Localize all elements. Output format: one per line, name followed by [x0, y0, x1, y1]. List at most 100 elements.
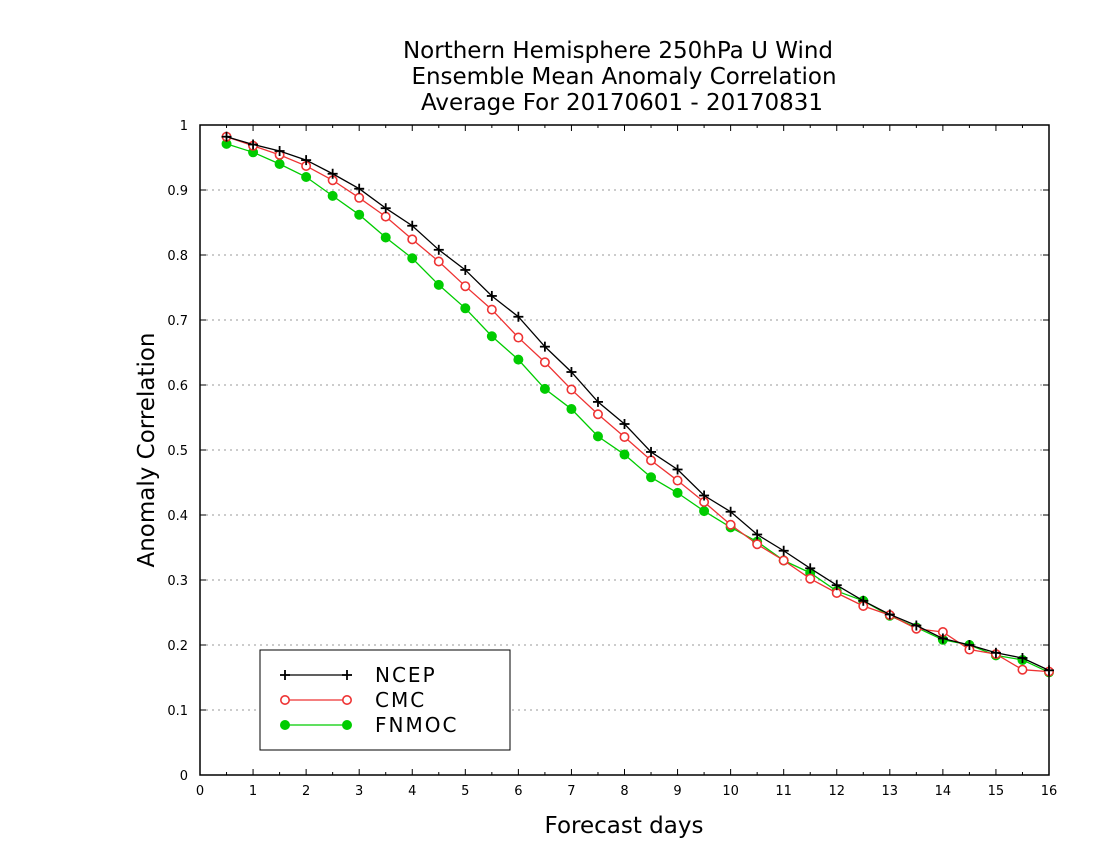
- point-fnmoc: [592, 431, 603, 442]
- point-ncep: [513, 311, 524, 322]
- point-ncep: [460, 264, 471, 275]
- point-ncep: [407, 220, 418, 231]
- series-fnmoc: [221, 138, 1054, 678]
- series-line-ncep: [226, 136, 1050, 671]
- x-tick-label: 1: [249, 784, 257, 799]
- legend-label-ncep: NCEP: [375, 663, 437, 687]
- point-ncep: [592, 396, 603, 407]
- point-fnmoc: [672, 487, 683, 498]
- x-tick-label: 15: [988, 784, 1005, 799]
- legend-label-fnmoc: FNMOC: [375, 713, 458, 737]
- series-line-cmc: [226, 136, 1050, 673]
- point-fnmoc: [619, 449, 630, 460]
- point-ncep: [858, 595, 869, 606]
- y-tick-label: 0.3: [167, 574, 188, 589]
- x-tick-label: 9: [673, 784, 681, 799]
- x-tick-label: 10: [722, 784, 739, 799]
- y-tick-label: 0.5: [167, 444, 188, 459]
- point-ncep: [937, 633, 948, 644]
- point-fnmoc: [354, 209, 365, 220]
- point-cmc: [752, 539, 763, 550]
- point-cmc: [433, 256, 444, 267]
- y-tick-label: 0.9: [167, 184, 188, 199]
- point-ncep: [752, 529, 763, 540]
- x-tick-label: 13: [882, 784, 899, 799]
- x-tick-label: 5: [461, 784, 469, 799]
- y-tick-label: 0.8: [167, 249, 188, 264]
- point-ncep: [699, 490, 710, 501]
- y-tick-label: 0.7: [167, 314, 188, 329]
- point-ncep: [539, 341, 550, 352]
- point-ncep: [221, 131, 232, 142]
- point-fnmoc: [301, 172, 312, 182]
- point-cmc: [619, 431, 630, 442]
- point-ncep: [990, 647, 1001, 658]
- title-line-1: Northern Hemisphere 250hPa U Wind: [403, 38, 833, 64]
- x-tick-label: 16: [1041, 784, 1058, 799]
- point-fnmoc: [566, 404, 577, 415]
- legend-marker-fnmoc: [342, 720, 352, 730]
- point-ncep: [911, 620, 922, 631]
- point-cmc: [539, 357, 550, 368]
- point-fnmoc: [699, 506, 710, 517]
- point-fnmoc: [274, 159, 285, 169]
- point-ncep: [805, 563, 816, 574]
- series-cmc: [221, 131, 1055, 677]
- point-cmc: [592, 409, 603, 420]
- legend-item-cmc: CMC: [279, 688, 424, 712]
- legend-marker-fnmoc: [280, 720, 290, 730]
- point-ncep: [433, 244, 444, 255]
- point-cmc: [354, 192, 365, 203]
- title-line-2: Ensemble Mean Anomaly Correlation: [411, 64, 836, 90]
- legend-item-ncep: NCEP: [280, 663, 437, 687]
- point-ncep: [831, 580, 842, 591]
- y-tick-label: 1: [180, 119, 188, 134]
- point-ncep: [964, 640, 975, 650]
- legend-marker-cmc: [341, 694, 352, 705]
- point-fnmoc: [486, 331, 497, 342]
- legend-marker-cmc: [279, 694, 290, 705]
- legend-marker-ncep: [280, 670, 290, 680]
- point-cmc: [407, 234, 418, 245]
- point-cmc: [725, 519, 736, 530]
- point-cmc: [486, 304, 497, 315]
- y-tick-label: 0.2: [167, 639, 188, 654]
- point-cmc: [805, 573, 816, 584]
- point-ncep: [1017, 653, 1028, 663]
- point-ncep: [274, 146, 285, 156]
- point-ncep: [672, 464, 683, 475]
- point-cmc: [566, 384, 577, 395]
- point-ncep: [778, 545, 789, 556]
- point-cmc: [778, 555, 789, 566]
- legend-item-fnmoc: FNMOC: [280, 713, 458, 737]
- x-tick-label: 14: [935, 784, 952, 799]
- axis-ticks: 00.10.20.30.40.50.60.70.80.910 1 2 3 4 5 6 7 8 9 1…: [167, 119, 1057, 799]
- x-tick-label: 0: [196, 784, 204, 799]
- y-tick-label: 0.4: [167, 509, 188, 524]
- point-ncep: [646, 446, 657, 457]
- point-ncep: [619, 419, 630, 429]
- legend-marker-ncep: [342, 670, 352, 680]
- point-cmc: [460, 281, 471, 292]
- x-tick-label: 7: [567, 784, 575, 799]
- point-ncep: [354, 183, 365, 194]
- x-tick-label: 2: [302, 784, 310, 799]
- point-ncep: [248, 139, 259, 150]
- x-tick-label: 3: [355, 784, 363, 799]
- point-fnmoc: [407, 253, 418, 264]
- y-tick-label: 0: [180, 769, 188, 784]
- point-fnmoc: [327, 190, 338, 201]
- point-fnmoc: [646, 472, 657, 483]
- series-ncep: [221, 131, 1054, 676]
- point-ncep: [725, 506, 736, 517]
- point-fnmoc: [433, 279, 444, 290]
- series-layer: [221, 131, 1055, 678]
- point-ncep: [301, 155, 312, 166]
- x-axis-title: Forecast days: [545, 813, 704, 839]
- point-cmc: [513, 332, 524, 343]
- x-tick-label: 11: [775, 784, 792, 799]
- point-ncep: [884, 609, 895, 620]
- point-ncep: [486, 290, 497, 301]
- point-fnmoc: [380, 232, 391, 243]
